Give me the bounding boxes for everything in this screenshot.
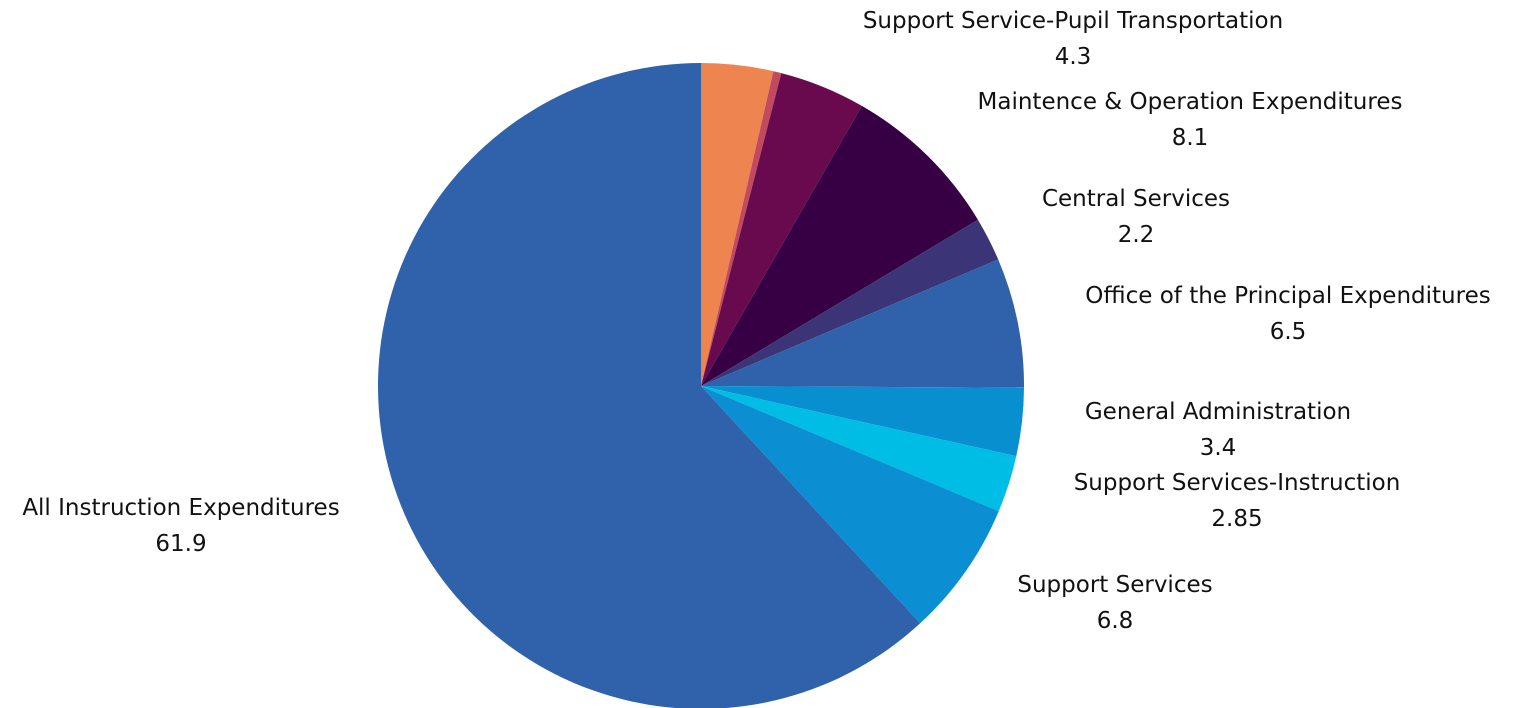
slice-label-7: Support Services-Instruction [1074,470,1401,496]
slice-label-3: Maintence & Operation Expenditures [978,89,1403,115]
pie-slice-4 [701,219,999,386]
slice-value-5: 6.5 [1270,319,1307,345]
slice-value-6: 3.4 [1200,435,1237,461]
pie-labels: Support Service-Pupil Transportation 4.3 M… [22,8,1490,634]
pie-slice-7 [701,386,1017,512]
slice-value-8: 6.8 [1097,608,1134,634]
slice-value-4: 2.2 [1118,222,1155,248]
pie-slice-8 [701,386,999,624]
pie-slice-1 [701,71,782,386]
slice-label-2: Support Service-Pupil Transportation [863,8,1283,34]
slice-value-3: 8.1 [1172,125,1209,151]
pie-slice-3 [701,105,978,386]
slice-label-6: General Administration [1085,399,1351,425]
slice-label-8: Support Services [1017,572,1212,598]
pie-slice-9 [377,63,921,708]
pie-slices [377,63,1025,708]
pie-slice-5 [701,259,1025,388]
pie-slice-6 [701,386,1024,457]
slice-value-9: 61.9 [155,531,206,557]
slice-value-2: 4.3 [1055,44,1092,70]
slice-label-9: All Instruction Expenditures [22,495,339,521]
slice-label-5: Office of the Principal Expenditures [1085,283,1490,309]
pie-slice-2 [701,73,862,386]
pie-slice-0 [701,63,774,386]
slice-value-7: 2.85 [1211,506,1262,532]
slice-label-4: Central Services [1042,186,1230,212]
